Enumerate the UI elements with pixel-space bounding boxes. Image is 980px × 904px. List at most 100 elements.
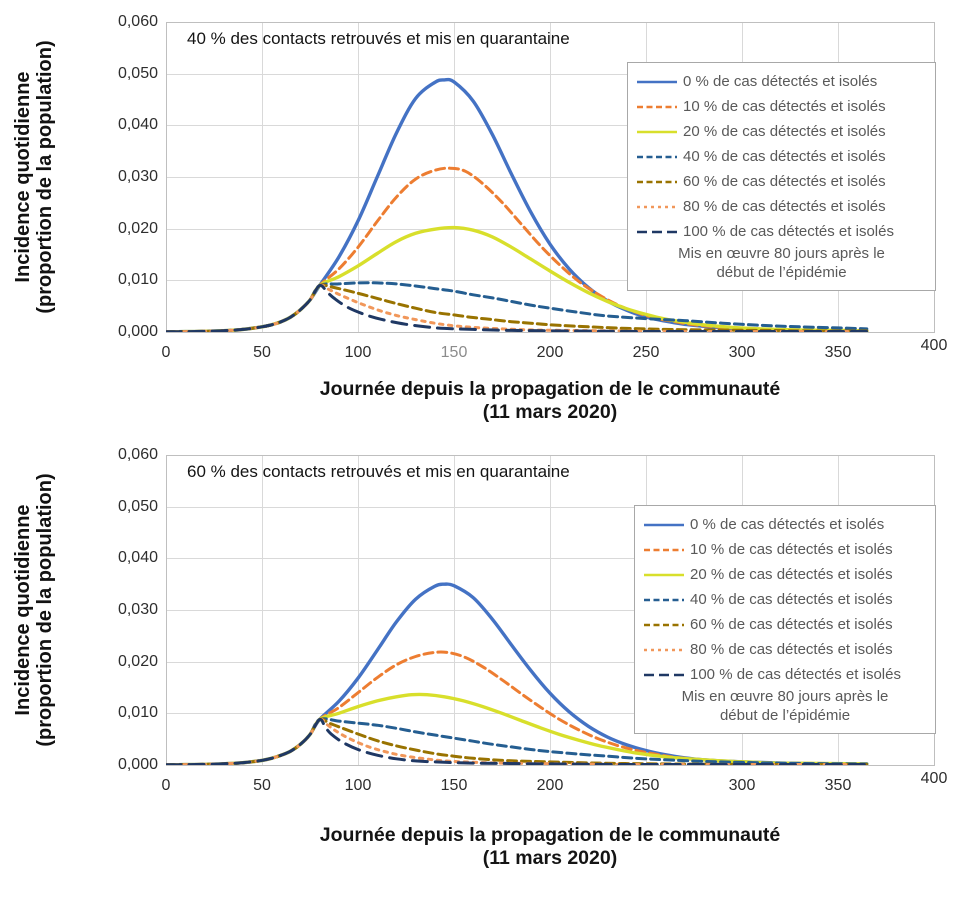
series-curves	[166, 582, 869, 765]
y-axis-title-line2: (proportion de la population)	[34, 473, 57, 747]
x-axis-title-line1: Journée depuis la propagation de le comm…	[319, 824, 781, 846]
x-tick-label: 50	[253, 777, 271, 794]
series-curves	[166, 77, 869, 332]
x-tick-label: 350	[824, 777, 852, 794]
plot-area-60pct	[166, 455, 935, 766]
x-tick-label: 0	[161, 777, 171, 794]
legend-item-60pct: 60 % de cas détectés et isolés	[643, 612, 927, 637]
y-tick-label: 0,000	[117, 323, 158, 340]
legend-label: 40 % de cas détectés et isolés	[683, 148, 886, 165]
x-tick-label: 400	[920, 770, 948, 787]
legend-line-swatch	[644, 573, 684, 576]
legend-line-swatch	[637, 205, 677, 208]
legend-item-0pct: 0 % de cas détectés et isolés	[643, 512, 927, 537]
x-tick-label: 150	[440, 344, 468, 361]
x-tick-label: 150	[440, 777, 468, 794]
legend-line-swatch	[644, 673, 684, 676]
legend-label: 20 % de cas détectés et isolés	[683, 123, 886, 140]
legend-note: Mis en œuvre 80 jours après le	[678, 245, 885, 262]
legend-40pct: 0 % de cas détectés et isolés 10 % de cas…	[627, 62, 936, 291]
legend-label: 20 % de cas détectés et isolés	[690, 566, 893, 583]
y-tick-label: 0,030	[117, 601, 158, 618]
y-axis-title: Incidence quotidienne (proportion de la …	[12, 450, 60, 770]
x-tick-label: 350	[824, 344, 852, 361]
legend-line-swatch	[644, 623, 684, 626]
x-tick-label: 0	[161, 344, 171, 361]
legend-label: 10 % de cas détectés et isolés	[683, 98, 886, 115]
y-tick-label: 0,050	[117, 64, 158, 82]
legend-item-100pct: 100 % de cas détectés et isolés	[643, 662, 927, 687]
x-tick-label: 300	[728, 344, 756, 361]
x-axis-title-line1: Journée depuis la propagation de le comm…	[319, 378, 781, 400]
legend-item-100pct: 100 % de cas détectés et isolés	[636, 219, 927, 244]
legend-label: 100 % de cas détectés et isolés	[683, 223, 894, 240]
y-axis-title-line2: (proportion de la population)	[34, 40, 57, 314]
panel-title-40pct: 40 % des contacts retrouvés et mis en qu…	[187, 29, 570, 48]
x-axis-title-line2: (11 mars 2020)	[482, 401, 618, 423]
legend-item-80pct: 80 % de cas détectés et isolés	[643, 637, 927, 662]
legend-60pct: 0 % de cas détectés et isolés 10 % de cas…	[634, 505, 936, 734]
legend-label: 60 % de cas détectés et isolés	[683, 173, 886, 190]
legend-line-swatch	[637, 105, 677, 108]
x-tick-label: 200	[536, 344, 564, 361]
y-tick-label: 0,050	[117, 497, 158, 515]
legend-note: début de l’épidémie	[716, 264, 847, 281]
legend-label: 40 % de cas détectés et isolés	[690, 591, 893, 608]
legend-label: 100 % de cas détectés et isolés	[690, 666, 901, 683]
y-axis-title-line1: Incidence quotidienne	[12, 71, 34, 283]
legend-label: 60 % de cas détectés et isolés	[690, 616, 893, 633]
legend-item-20pct: 20 % de cas détectés et isolés	[636, 119, 927, 144]
y-tick-label: 0,040	[117, 116, 158, 134]
legend-note: début de l’épidémie	[719, 707, 851, 724]
y-tick-label: 0,000	[117, 756, 158, 773]
legend-item-40pct: 40 % de cas détectés et isolés	[643, 587, 927, 612]
y-tick-label: 0,060	[117, 13, 158, 30]
y-axis-title: Incidence quotidienne (proportion de la …	[12, 17, 60, 337]
legend-line-swatch	[644, 523, 684, 526]
y-tick-label: 0,040	[117, 549, 158, 567]
legend-line-swatch	[637, 155, 677, 158]
legend-line-swatch	[637, 230, 677, 233]
legend-line-swatch	[637, 180, 677, 183]
x-tick-label: 250	[632, 344, 660, 361]
y-tick-label: 0,010	[117, 704, 158, 722]
panel-title-60pct: 60 % des contacts retrouvés et mis en qu…	[187, 462, 570, 481]
legend-line-swatch	[637, 80, 677, 83]
legend-line-swatch	[644, 548, 684, 551]
legend-label: 80 % de cas détectés et isolés	[683, 198, 886, 215]
y-tick-label: 0,030	[117, 168, 158, 185]
legend-item-10pct: 10 % de cas détectés et isolés	[636, 94, 927, 119]
legend-item-80pct: 80 % de cas détectés et isolés	[636, 194, 927, 219]
x-tick-label: 100	[344, 777, 372, 794]
legend-line-swatch	[644, 598, 684, 601]
x-tick-label: 300	[728, 777, 756, 794]
legend-label: 10 % de cas détectés et isolés	[690, 541, 893, 558]
x-axis-title: Journée depuis la propagation de le comm…	[166, 824, 934, 870]
series-100pct-line	[166, 283, 869, 332]
x-axis-title-line2: (11 mars 2020)	[482, 847, 618, 869]
legend-item-0pct: 0 % de cas détectés et isolés	[636, 69, 927, 94]
legend-item-60pct: 60 % de cas détectés et isolés	[636, 169, 927, 194]
legend-item-40pct: 40 % de cas détectés et isolés	[636, 144, 927, 169]
y-axis-title-line1: Incidence quotidienne	[12, 504, 34, 716]
legend-note: Mis en œuvre 80 jours après le	[681, 688, 889, 705]
y-tick-label: 0,010	[117, 271, 158, 289]
x-tick-label: 200	[536, 777, 564, 794]
legend-line-swatch	[637, 130, 677, 133]
y-tick-label: 0,020	[117, 652, 158, 670]
legend-label: 0 % de cas détectés et isolés	[690, 516, 885, 533]
x-tick-label: 250	[632, 777, 660, 794]
x-tick-label: 100	[344, 344, 372, 361]
series-100pct-line	[166, 717, 869, 765]
y-tick-label: 0,020	[117, 219, 158, 237]
legend-label: 0 % de cas détectés et isolés	[683, 73, 878, 90]
x-tick-label: 400	[920, 337, 948, 354]
legend-item-20pct: 20 % de cas détectés et isolés	[643, 562, 927, 587]
legend-line-swatch	[644, 648, 684, 651]
legend-item-10pct: 10 % de cas détectés et isolés	[643, 537, 927, 562]
legend-label: 80 % de cas détectés et isolés	[690, 641, 893, 658]
y-tick-label: 0,060	[117, 446, 158, 463]
x-tick-label: 50	[253, 344, 271, 361]
x-axis-title: Journée depuis la propagation de le comm…	[166, 378, 934, 424]
